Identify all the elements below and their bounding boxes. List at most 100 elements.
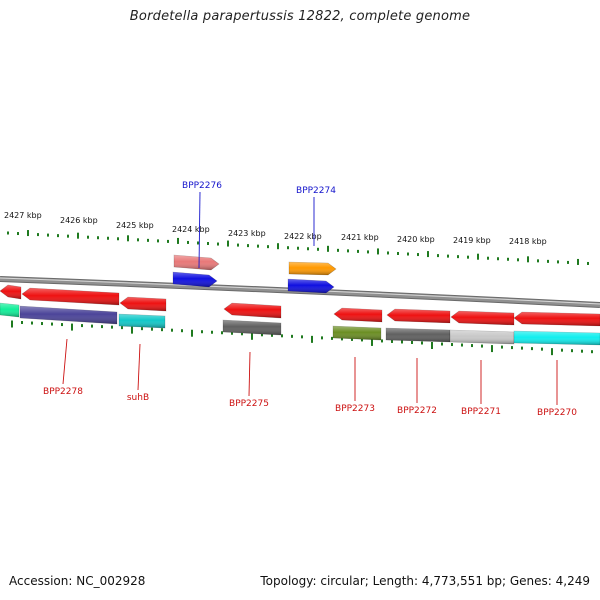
map-title: Bordetella parapertussis 12822, complete… bbox=[129, 9, 471, 24]
genome-summary-label: Topology: circular; Length: 4,773,551 bp… bbox=[260, 574, 590, 588]
minor-tick bbox=[61, 323, 63, 327]
minor-tick bbox=[437, 254, 439, 258]
minor-tick bbox=[571, 349, 573, 353]
minor-tick bbox=[281, 334, 283, 338]
minor-tick bbox=[381, 339, 383, 343]
major-tick bbox=[577, 258, 579, 265]
gene-bpp2275-arrow-shading bbox=[224, 303, 281, 318]
minor-tick bbox=[461, 343, 463, 347]
gene-bpp2276-leader bbox=[198, 191, 201, 269]
minor-tick bbox=[241, 332, 243, 336]
major-tick bbox=[127, 235, 129, 242]
minor-tick bbox=[101, 325, 103, 329]
minor-tick bbox=[521, 346, 523, 350]
gene-bpp2271-label: BPP2271 bbox=[461, 407, 501, 417]
minor-tick bbox=[407, 252, 409, 256]
gene-suhb-label: suhB bbox=[127, 393, 149, 403]
minor-tick bbox=[41, 322, 43, 326]
kbp-label: 2424 kbp bbox=[172, 225, 210, 234]
minor-tick bbox=[387, 251, 389, 255]
gene-bpp2273-label: BPP2273 bbox=[335, 404, 375, 414]
kbp-label: 2418 kbp bbox=[509, 237, 547, 246]
minor-tick bbox=[467, 255, 469, 259]
minor-tick bbox=[441, 342, 443, 346]
minor-tick bbox=[397, 251, 399, 255]
gene-suhb-leader bbox=[137, 343, 141, 391]
minor-tick bbox=[37, 233, 39, 237]
major-tick bbox=[251, 332, 253, 340]
minor-tick bbox=[261, 333, 263, 337]
minor-tick bbox=[321, 336, 323, 340]
gene-bpp2278-label: BPP2278 bbox=[43, 387, 83, 397]
minor-tick bbox=[447, 254, 449, 258]
major-tick bbox=[227, 240, 229, 247]
kbp-label: 2421 kbp bbox=[341, 233, 379, 242]
gene-bpp2275-leader bbox=[248, 351, 251, 397]
minor-tick bbox=[97, 236, 99, 240]
gene-bpp2270-label: BPP2270 bbox=[537, 408, 577, 418]
gene-bpp2274-arrow-shading bbox=[289, 262, 336, 275]
gene-bpp2271-arrow-shading bbox=[451, 311, 514, 325]
major-tick bbox=[191, 329, 193, 337]
minor-tick bbox=[307, 247, 309, 251]
minor-tick bbox=[167, 239, 169, 243]
minor-tick bbox=[151, 327, 153, 331]
minor-tick bbox=[411, 340, 413, 344]
minor-tick bbox=[331, 336, 333, 340]
minor-tick bbox=[137, 238, 139, 242]
minor-tick bbox=[91, 324, 93, 328]
minor-tick bbox=[507, 257, 509, 261]
gene-suhb-feature-shading bbox=[119, 314, 165, 328]
gene-features bbox=[0, 254, 600, 346]
minor-tick bbox=[211, 330, 213, 334]
minor-tick bbox=[147, 238, 149, 242]
major-tick bbox=[477, 253, 479, 260]
gene-bpp2278-leader bbox=[62, 338, 68, 385]
minor-tick bbox=[357, 249, 359, 253]
major-tick bbox=[427, 251, 429, 258]
major-tick bbox=[551, 348, 553, 356]
minor-tick bbox=[531, 347, 533, 351]
minor-tick bbox=[471, 344, 473, 348]
minor-tick bbox=[367, 250, 369, 254]
minor-tick bbox=[201, 330, 203, 334]
gene-edge-left-arrow-shading bbox=[0, 285, 21, 299]
gene-suhb-arrow-shading bbox=[120, 297, 166, 311]
minor-tick bbox=[497, 257, 499, 261]
kbp-label: 2419 kbp bbox=[453, 236, 491, 245]
minor-tick bbox=[51, 322, 53, 326]
kbp-label: 2423 kbp bbox=[228, 229, 266, 238]
major-tick bbox=[311, 335, 313, 343]
minor-tick bbox=[257, 244, 259, 248]
gene-bpp2275-label: BPP2275 bbox=[229, 399, 269, 409]
gene-bpp2272-feature-shading bbox=[386, 328, 450, 342]
gene-bpp2271-feature-shading bbox=[450, 330, 514, 344]
gene-bpp2273-arrow-shading bbox=[334, 308, 382, 322]
kbp-label: 2426 kbp bbox=[60, 216, 98, 225]
kbp-label: 2425 kbp bbox=[116, 221, 154, 230]
minor-tick bbox=[421, 341, 423, 345]
minor-tick bbox=[391, 339, 393, 343]
minor-tick bbox=[347, 249, 349, 253]
minor-tick bbox=[537, 259, 539, 263]
gene-bpp2278-arrow-shading bbox=[22, 288, 119, 305]
minor-tick bbox=[7, 231, 9, 235]
major-tick bbox=[277, 243, 279, 250]
minor-tick bbox=[117, 237, 119, 241]
minor-tick bbox=[361, 338, 363, 342]
minor-tick bbox=[141, 327, 143, 331]
major-tick bbox=[371, 338, 373, 346]
minor-tick bbox=[107, 236, 109, 240]
gene-bpp2276-label: BPP2276 bbox=[182, 181, 222, 191]
minor-tick bbox=[171, 328, 173, 332]
kbp-label: 2427 kbp bbox=[4, 211, 42, 220]
minor-tick bbox=[417, 253, 419, 257]
gene-edge-left-feature-shading bbox=[0, 303, 19, 317]
gene-bpp2276-feature-shading bbox=[173, 272, 217, 287]
gene-bpp2276-arrow-shading bbox=[174, 255, 219, 270]
minor-tick bbox=[581, 349, 583, 353]
major-tick bbox=[377, 248, 379, 255]
minor-tick bbox=[187, 240, 189, 244]
major-tick bbox=[327, 245, 329, 252]
minor-tick bbox=[47, 233, 49, 237]
